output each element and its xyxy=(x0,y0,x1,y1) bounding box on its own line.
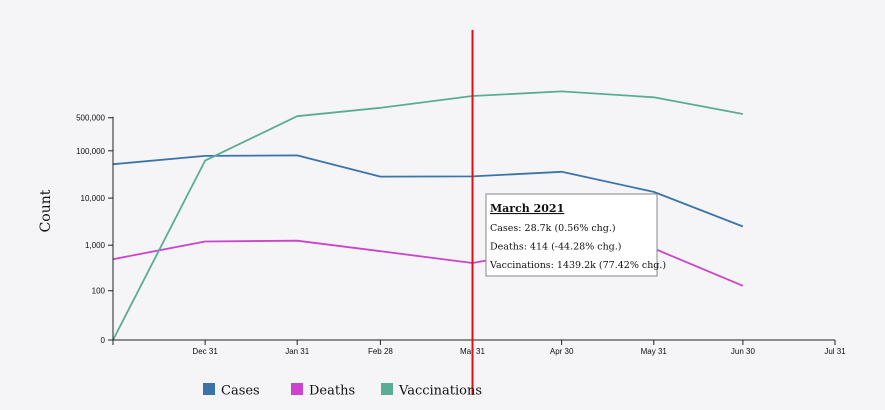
y-axis-title: Count xyxy=(38,189,54,232)
tooltip-box xyxy=(485,193,658,277)
tooltip-deaths-line: Deaths: 414 (-44.28% chg.) xyxy=(490,242,622,253)
x-tick-label: Jan 31 xyxy=(285,347,310,356)
legend-swatch-vaccinations xyxy=(381,383,393,395)
hover-tooltip: March 2021 Cases: 28.7k (0.56% chg.) Dea… xyxy=(485,193,666,277)
tooltip-cases-line: Cases: 28.7k (0.56% chg.) xyxy=(490,223,616,234)
x-tick-label: Apr 30 xyxy=(550,347,574,356)
tooltip-vaccinations-line: Vaccinations: 1439.2k (77.42% chg.) xyxy=(489,260,666,271)
x-tick-label: May 31 xyxy=(641,347,668,356)
legend-label-deaths: Deaths xyxy=(309,384,355,399)
y-tick-label: 500,000 xyxy=(76,114,105,123)
series-line-cases xyxy=(112,154,744,228)
legend-label-vaccinations: Vaccinations xyxy=(398,384,482,399)
legend-swatch-deaths xyxy=(291,383,303,395)
legend: Cases Deaths Vaccinations xyxy=(203,383,482,399)
y-tick-label: 1,000 xyxy=(85,241,106,250)
y-tick-label: 100 xyxy=(92,287,106,296)
series-line-vaccinations xyxy=(112,90,744,341)
y-tick-label: 0 xyxy=(101,336,106,345)
x-tick-label: Jun 30 xyxy=(731,347,756,356)
legend-label-cases: Cases xyxy=(221,384,260,399)
x-tick-label: Feb 28 xyxy=(368,347,393,356)
x-tick-label: Jul 31 xyxy=(824,347,846,356)
y-tick-label: 10,000 xyxy=(81,194,106,203)
x-tick-label: Dec 31 xyxy=(192,347,218,356)
tooltip-title: March 2021 xyxy=(490,202,564,215)
axes: 0 100 1,000 10,000 100,000 500,000 Dec 31 Jan 3… xyxy=(76,114,846,356)
legend-swatch-cases xyxy=(203,383,215,395)
y-tick-label: 100,000 xyxy=(76,147,105,156)
